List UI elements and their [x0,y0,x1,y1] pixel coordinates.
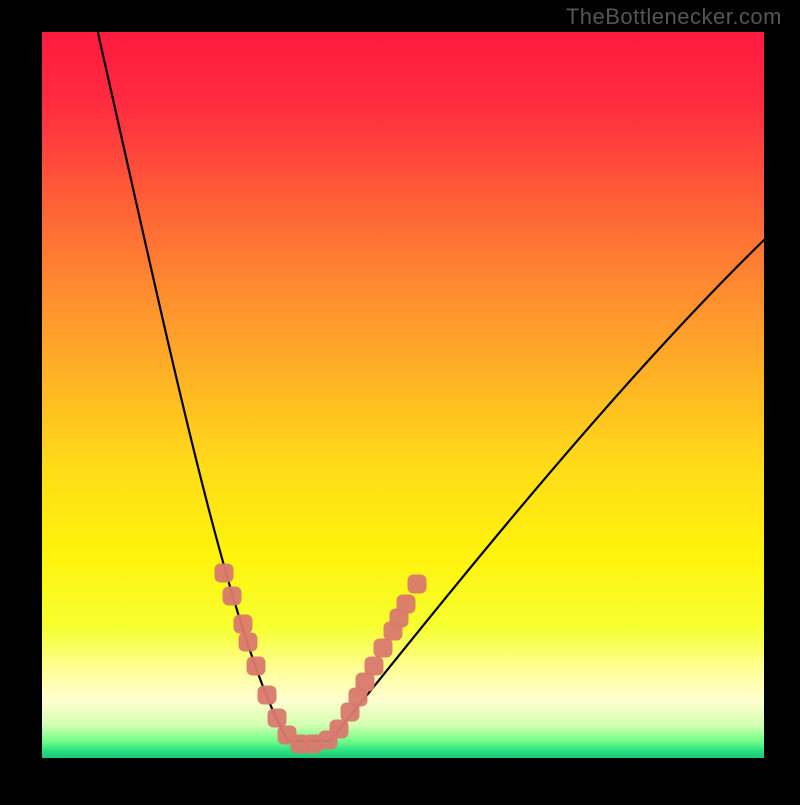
data-marker [234,615,253,634]
data-marker [397,595,416,614]
data-marker [239,633,258,652]
data-marker [408,575,427,594]
chart-container [0,0,800,800]
watermark-text: TheBottlenecker.com [566,4,782,30]
data-marker [268,709,287,728]
data-marker [223,587,242,606]
data-marker [330,720,349,739]
data-marker [215,564,234,583]
data-marker [247,657,266,676]
data-marker [374,639,393,658]
data-marker [258,686,277,705]
bottleneck-chart [0,0,800,800]
data-marker [365,657,384,676]
